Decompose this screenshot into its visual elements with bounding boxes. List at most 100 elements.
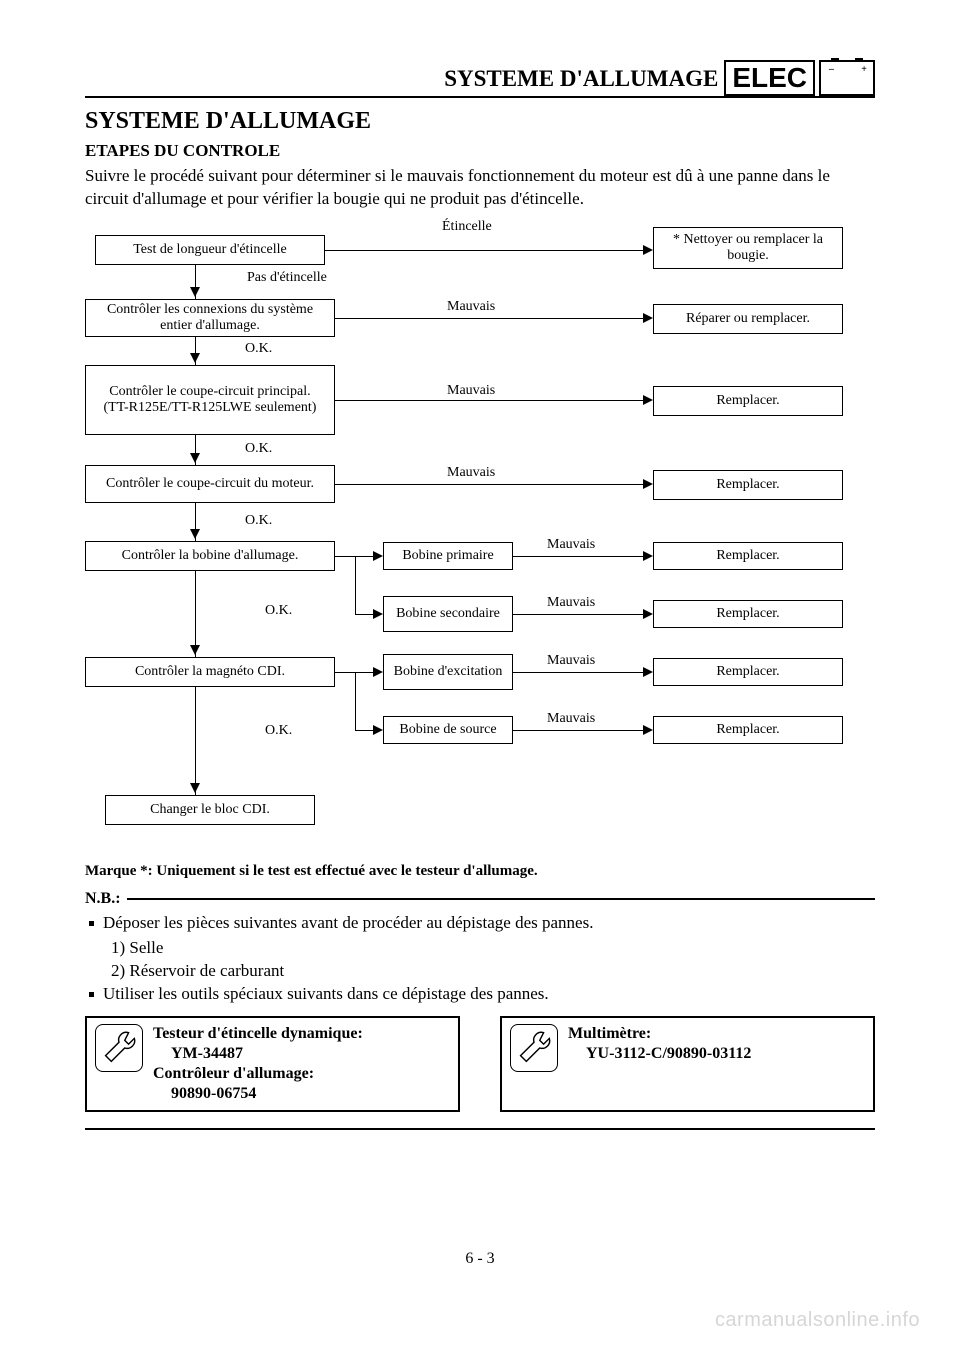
step5-right2: Remplacer. [653, 600, 843, 628]
step4-left: Contrôler le coupe-circuit du moteur. [85, 465, 335, 503]
arrow-right-icon [373, 551, 383, 561]
elec-badge: ELEC [724, 60, 815, 96]
step6-mid2: Bobine de source [383, 716, 513, 744]
page-number: 6 - 3 [0, 1250, 960, 1268]
line [355, 614, 375, 615]
tool-left-l2: YM-34487 [153, 1044, 363, 1064]
tool-left-text: Testeur d'étincelle dynamique: YM-34487 … [153, 1024, 363, 1104]
nb-rule [127, 898, 875, 900]
arrow-right-icon [643, 551, 653, 561]
nb-header: N.B.: [85, 890, 875, 908]
battery-plus: + [861, 64, 867, 75]
arrow-down-icon [190, 783, 200, 793]
step2-left: Contrôler les connexions du système enti… [85, 299, 335, 337]
step4-right: Remplacer. [653, 470, 843, 500]
line [335, 556, 355, 557]
line [335, 400, 645, 401]
intro-text: Suivre le procédé suivant pour détermine… [85, 165, 875, 211]
line [325, 250, 645, 251]
tool-box-right: Multimètre: YU-3112-C/90890-03112 [500, 1016, 875, 1112]
step2-mid-label: Mauvais [445, 299, 497, 315]
step6-bad2: Mauvais [545, 711, 597, 727]
arrow-right-icon [643, 609, 653, 619]
wrench-icon [95, 1024, 143, 1072]
step6-ok: O.K. [263, 723, 294, 739]
step5-right1: Remplacer. [653, 542, 843, 570]
note-mark: Marque *: Uniquement si le test est effe… [85, 863, 875, 880]
nb-sub1: 1) Selle [111, 937, 875, 960]
arrow-right-icon [643, 725, 653, 735]
page-title: SYSTEME D'ALLUMAGE [85, 108, 875, 135]
arrow-right-icon [643, 313, 653, 323]
arrow-right-icon [643, 667, 653, 677]
step3-mid-label: Mauvais [445, 383, 497, 399]
step5-mid2: Bobine secondaire [383, 596, 513, 632]
end-rule [85, 1128, 875, 1130]
header-section-title: SYSTEME D'ALLUMAGE [444, 67, 718, 96]
line [355, 672, 356, 730]
step6-right2: Remplacer. [653, 716, 843, 744]
page-header: SYSTEME D'ALLUMAGE ELEC – + [85, 60, 875, 98]
step6-mid1: Bobine d'excitation [383, 654, 513, 690]
arrow-right-icon [643, 479, 653, 489]
battery-minus: – [829, 64, 834, 75]
arrow-right-icon [643, 245, 653, 255]
step1-down-label: Pas d'étincelle [245, 270, 329, 286]
step2-right: Réparer ou remplacer. [653, 304, 843, 334]
line [335, 672, 355, 673]
nb-bullet-1: Déposer les pièces suivantes avant de pr… [85, 912, 875, 935]
watermark: carmanualsonline.info [715, 1309, 920, 1332]
line [355, 556, 356, 614]
step1-left: Test de longueur d'étincelle [95, 235, 325, 265]
wrench-icon [510, 1024, 558, 1072]
line [513, 556, 645, 557]
step4-mid-label: Mauvais [445, 465, 497, 481]
tool-right-l2: YU-3112-C/90890-03112 [568, 1044, 751, 1064]
line [355, 556, 375, 557]
arrow-down-icon [190, 287, 200, 297]
tool-box-left: Testeur d'étincelle dynamique: YM-34487 … [85, 1016, 460, 1112]
arrow-down-icon [190, 529, 200, 539]
arrow-right-icon [373, 609, 383, 619]
step3-ok: O.K. [243, 441, 274, 457]
step5-ok: O.K. [263, 603, 294, 619]
step1-top-label: Étincelle [440, 219, 494, 235]
line [355, 730, 375, 731]
step3-left: Contrôler le coupe-circuit principal. (T… [85, 365, 335, 435]
nb-list-2: Utiliser les outils spéciaux suivants da… [85, 983, 875, 1006]
arrow-right-icon [373, 725, 383, 735]
arrow-right-icon [643, 395, 653, 405]
tool-right-l1: Multimètre: [568, 1025, 651, 1042]
battery-icon: – + [819, 60, 875, 96]
page-subtitle: ETAPES DU CONTROLE [85, 141, 875, 161]
line [335, 318, 645, 319]
step6-left: Contrôler la magnéto CDI. [85, 657, 335, 687]
line [513, 672, 645, 673]
tools-row: Testeur d'étincelle dynamique: YM-34487 … [85, 1016, 875, 1112]
nb-list: Déposer les pièces suivantes avant de pr… [85, 912, 875, 935]
tool-left-l4: 90890-06754 [153, 1084, 363, 1104]
arrow-down-icon [190, 453, 200, 463]
step7-left: Changer le bloc CDI. [105, 795, 315, 825]
line [355, 672, 375, 673]
line [335, 484, 645, 485]
line [513, 614, 645, 615]
nb-sub2: 2) Réservoir de carburant [111, 960, 875, 983]
tool-left-l3: Contrôleur d'allumage: [153, 1065, 314, 1082]
tool-left-l1: Testeur d'étincelle dynamique: [153, 1025, 363, 1042]
arrow-down-icon [190, 353, 200, 363]
step5-mid1: Bobine primaire [383, 542, 513, 570]
step6-right1: Remplacer. [653, 658, 843, 686]
step2-ok: O.K. [243, 341, 274, 357]
tool-right-text: Multimètre: YU-3112-C/90890-03112 [568, 1024, 751, 1104]
step4-ok: O.K. [243, 513, 274, 529]
arrow-right-icon [373, 667, 383, 677]
step6-bad1: Mauvais [545, 653, 597, 669]
step3-right: Remplacer. [653, 386, 843, 416]
step1-right: * Nettoyer ou remplacer la bougie. [653, 227, 843, 269]
step5-bad1: Mauvais [545, 537, 597, 553]
nb-label: N.B.: [85, 890, 121, 908]
line [195, 687, 196, 795]
line [513, 730, 645, 731]
arrow-down-icon [190, 645, 200, 655]
